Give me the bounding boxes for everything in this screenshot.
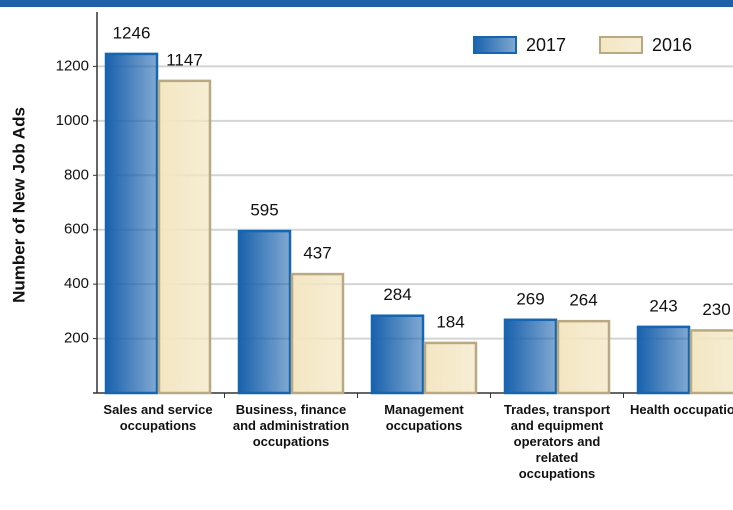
bar [290, 272, 345, 395]
y-tick-label: 200 [64, 330, 89, 347]
x-tick-label: Health occupations [630, 402, 733, 417]
y-tick-label: 400 [64, 275, 89, 292]
bar [157, 79, 212, 395]
bar [689, 329, 733, 395]
bar [503, 318, 558, 395]
value-label: 1147 [166, 50, 203, 69]
value-label: 243 [649, 296, 677, 315]
value-label: 1246 [113, 23, 151, 42]
value-label: 230 [702, 300, 730, 319]
legend-swatch [599, 36, 643, 54]
top-bar [0, 0, 733, 7]
value-label: 264 [569, 291, 597, 310]
y-tick-label: 1000 [56, 112, 89, 129]
x-tick-label: Sales and service occupations [103, 402, 213, 433]
x-tick-label: Trades, transport and equipment operator… [503, 402, 611, 481]
x-tick-label: Business, finance and administration occ… [232, 402, 350, 449]
bar [237, 229, 292, 395]
y-axis-label: Number of New Job Ads [9, 107, 28, 303]
bar [370, 314, 425, 395]
legend-label: 2016 [652, 35, 692, 55]
value-label: 595 [250, 201, 278, 220]
bar [104, 52, 159, 395]
legend-swatch [473, 36, 517, 54]
y-tick-label: 600 [64, 221, 89, 238]
value-label: 269 [516, 289, 544, 308]
legend-label: 2017 [526, 35, 566, 55]
bar [636, 325, 691, 395]
y-tick-label: 800 [64, 166, 89, 183]
bar [556, 319, 611, 395]
value-label: 437 [303, 244, 331, 263]
x-tick-label: Management occupations [384, 402, 464, 433]
bar [423, 341, 478, 395]
value-label: 184 [436, 312, 464, 331]
value-label: 284 [383, 285, 411, 304]
y-tick-label: 1200 [56, 57, 89, 74]
